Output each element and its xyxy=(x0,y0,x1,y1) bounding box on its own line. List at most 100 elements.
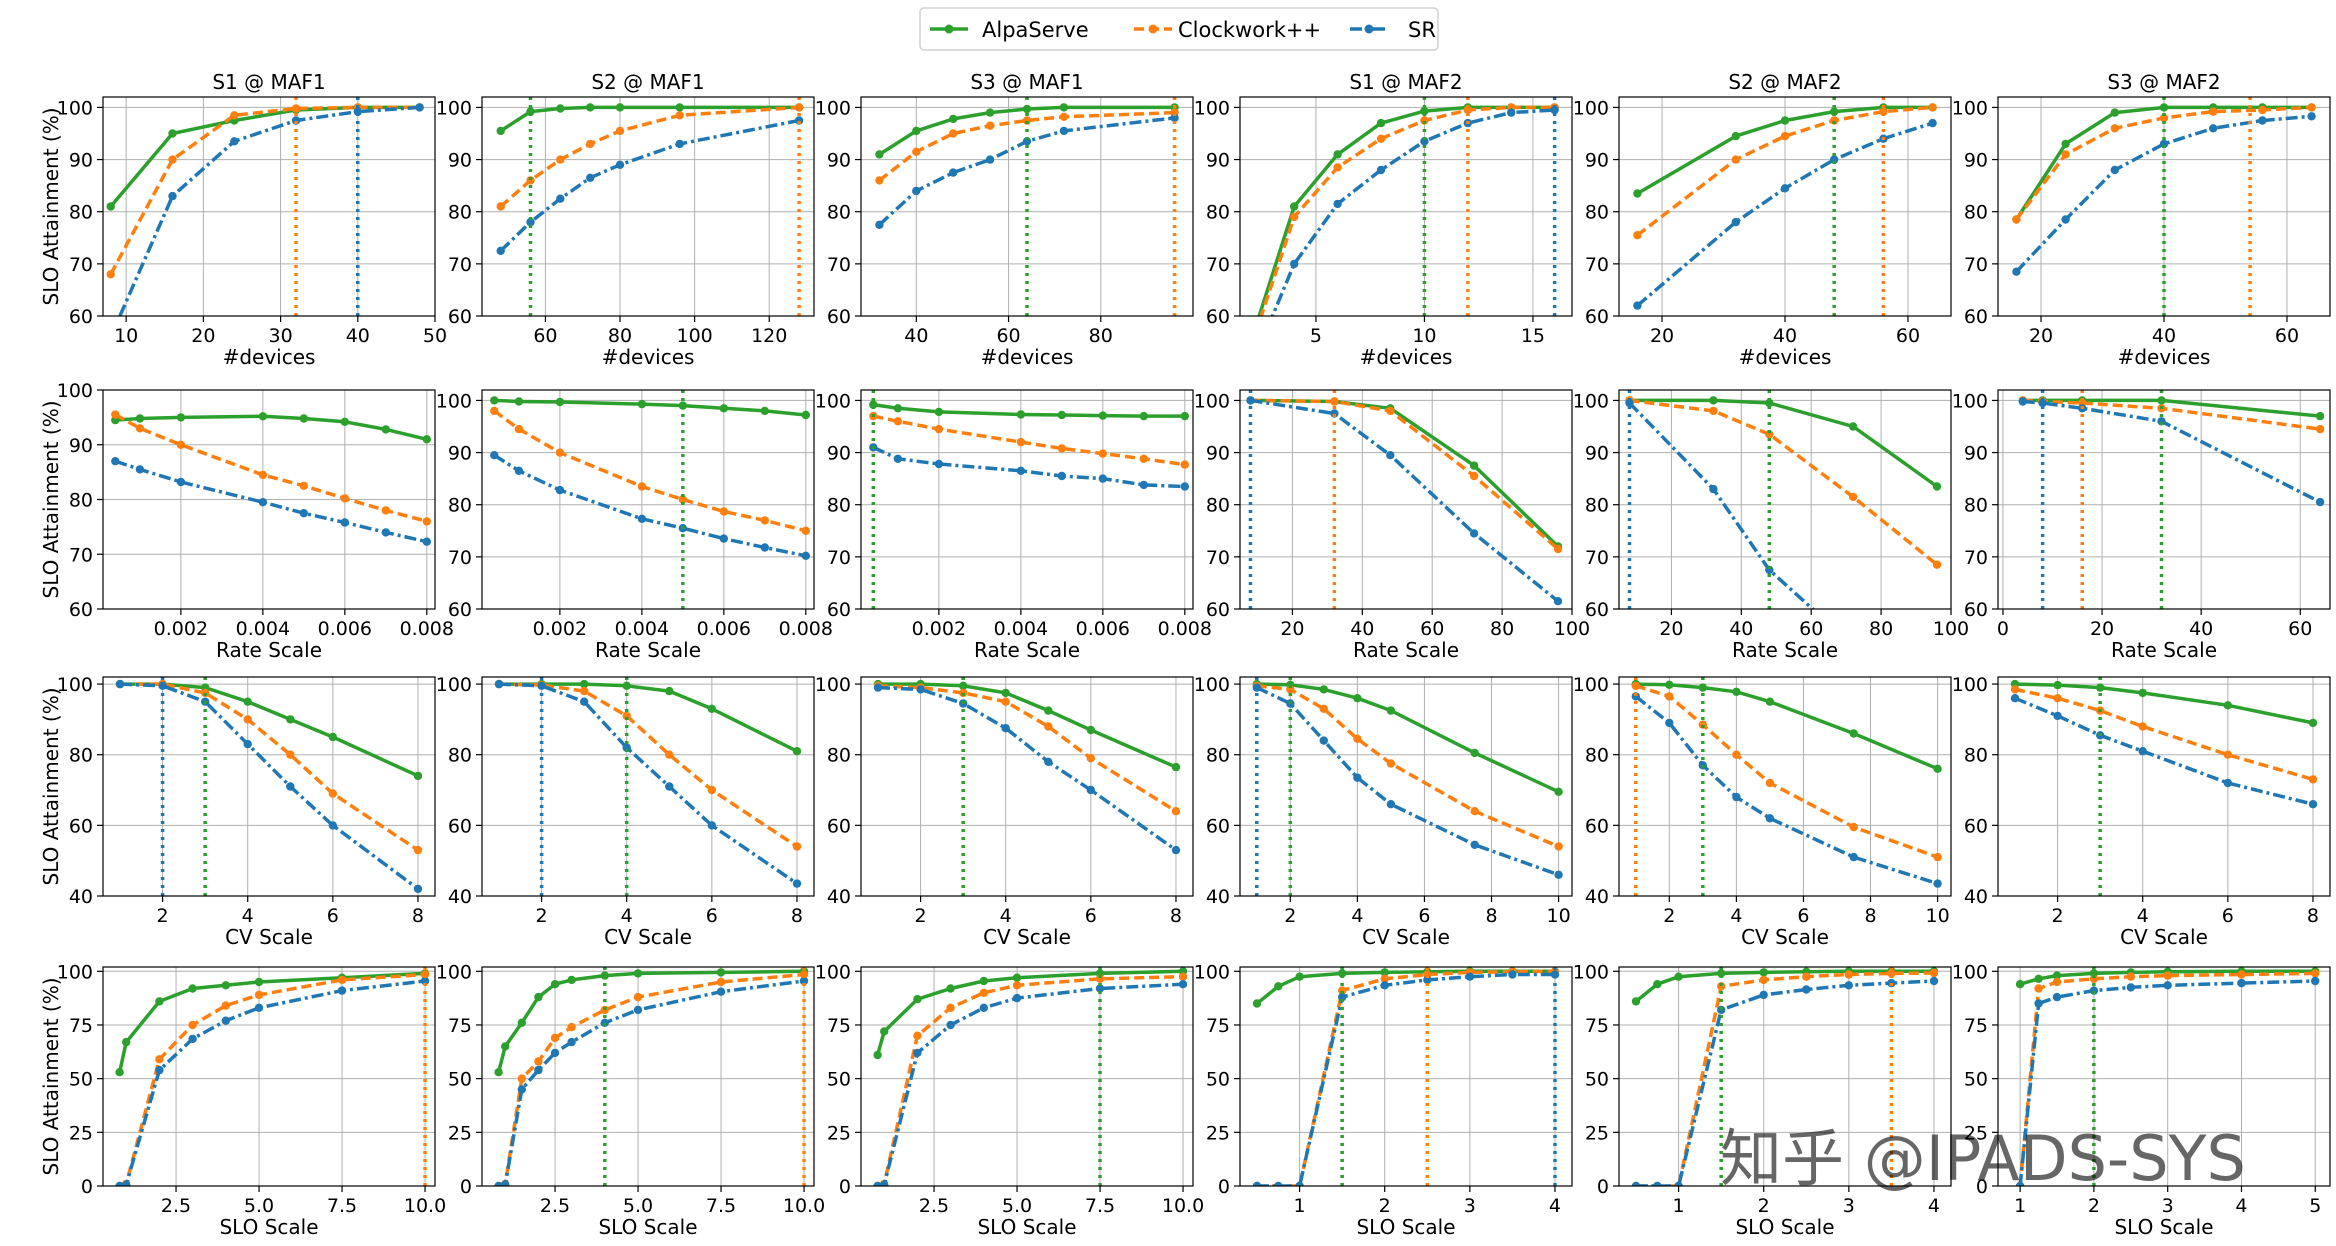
series-line-sr xyxy=(119,682,420,891)
x-tick-label: 10 xyxy=(1925,905,1949,927)
chart-panel-1-3: 40 60 80 60 70 80 90 100 S3 @ MAF1 #devices xyxy=(815,70,1194,369)
x-tick-label: 7.5 xyxy=(1085,1195,1115,1217)
x-tick-label: 30 xyxy=(268,325,292,347)
data-point-sr xyxy=(1290,259,1299,269)
series-line-alpaserve xyxy=(1635,682,1939,771)
data-point-clockwork xyxy=(799,970,809,979)
axes-frame xyxy=(1239,389,1573,610)
data-point-clockwork xyxy=(1376,134,1386,143)
data-point-clockwork xyxy=(2012,215,2021,224)
data-point-alpaserve xyxy=(580,679,589,689)
x-tick-label: 8 xyxy=(791,905,803,927)
x-tick-label: 0.002 xyxy=(533,618,587,640)
y-tick-label: 40 xyxy=(1206,886,1230,908)
data-point-alpaserve xyxy=(258,412,268,421)
x-tick-label: 4 xyxy=(1351,905,1363,927)
series-line-clockwork xyxy=(498,972,805,1186)
data-point-sr xyxy=(1057,471,1067,481)
x-axis-label: Rate Scale xyxy=(974,638,1080,662)
data-point-clockwork xyxy=(1180,460,1190,469)
y-tick-label: 40 xyxy=(448,886,472,908)
chart-panel-4-4: 1 2 3 4 0 25 50 75 100 SLO Scale xyxy=(1194,961,1573,1239)
data-point-alpaserve xyxy=(381,425,390,434)
x-axis-label: #devices xyxy=(1360,345,1453,369)
data-point-alpaserve xyxy=(1674,972,1683,981)
data-point-alpaserve xyxy=(135,414,145,423)
data-point-sr xyxy=(115,1181,124,1186)
x-tick-label: 8 xyxy=(2307,905,2319,927)
data-point-sr xyxy=(913,1048,922,1058)
data-point-sr xyxy=(1674,1181,1683,1186)
data-point-clockwork xyxy=(201,688,210,698)
chart-panel-1-4: 5 10 15 60 70 80 90 100 S1 @ MAF2 #devices xyxy=(1194,70,1573,369)
x-tick-label: 20 xyxy=(2029,325,2053,347)
y-tick-label: 0 xyxy=(839,1176,851,1198)
data-point-alpaserve xyxy=(2308,718,2318,728)
x-tick-label: 6 xyxy=(706,905,718,927)
x-axis-label: CV Scale xyxy=(983,925,1071,949)
series-line-clockwork xyxy=(1256,684,1560,849)
y-tick-label: 80 xyxy=(1206,202,1230,224)
data-point-sr xyxy=(1631,1181,1641,1186)
y-tick-label: 100 xyxy=(1952,390,1988,412)
data-point-sr xyxy=(615,160,625,169)
plot-area xyxy=(873,967,1188,1186)
data-point-sr xyxy=(1765,814,1775,823)
data-point-sr xyxy=(2018,397,2028,406)
series-line-sr xyxy=(498,682,798,886)
data-point-clockwork xyxy=(286,750,295,759)
data-point-sr xyxy=(1802,985,1811,994)
x-axis-label: Rate Scale xyxy=(216,638,322,662)
y-tick-label: 80 xyxy=(69,745,93,767)
data-point-alpaserve xyxy=(496,126,505,136)
chart-panel-4-1: 2.5 5.0 7.5 10.0 0 25 50 75 100 SLO Scale SLO Atta… xyxy=(39,961,446,1239)
x-tick-label: 60 xyxy=(1896,325,1920,347)
data-point-clockwork xyxy=(2163,971,2172,980)
y-tick-label: 100 xyxy=(815,390,851,412)
data-point-sr xyxy=(1386,800,1396,809)
axes-frame xyxy=(102,966,436,1187)
chart-title: S1 @ MAF2 xyxy=(1349,70,1462,94)
data-point-alpaserve xyxy=(893,404,903,413)
x-tick-label: 10 xyxy=(1546,905,1570,927)
y-tick-label: 100 xyxy=(815,97,851,119)
data-point-alpaserve xyxy=(1830,107,1839,116)
series-line-clockwork xyxy=(877,974,1184,1186)
data-point-alpaserve xyxy=(501,1042,510,1051)
chart-panel-1-6: 20 40 60 60 70 80 90 100 S3 @ MAF2 #devices xyxy=(1952,70,2331,369)
data-point-clockwork xyxy=(1848,492,1858,502)
y-tick-label: 75 xyxy=(1585,1015,1609,1037)
y-tick-label: 60 xyxy=(827,599,851,621)
series-line-sr xyxy=(498,979,805,1186)
data-point-sr xyxy=(534,1065,543,1075)
data-point-sr xyxy=(1171,845,1181,855)
data-point-sr xyxy=(1554,870,1563,879)
x-tick-label: 20 xyxy=(1280,618,1304,640)
data-point-clockwork xyxy=(1887,969,1896,978)
data-point-clockwork xyxy=(622,711,631,721)
data-point-alpaserve xyxy=(1044,706,1053,715)
data-point-sr xyxy=(555,485,565,495)
y-axis-label: SLO Attainment (%) xyxy=(39,688,63,886)
data-point-alpaserve xyxy=(328,732,337,742)
y-tick-label: 100 xyxy=(436,390,472,412)
data-point-alpaserve xyxy=(1633,189,1642,198)
data-point-sr xyxy=(665,782,674,791)
series-line-alpaserve xyxy=(875,969,1184,1056)
y-tick-label: 90 xyxy=(69,435,93,457)
data-point-sr xyxy=(353,107,362,116)
x-tick-label: 6 xyxy=(1797,905,1809,927)
data-point-alpaserve xyxy=(517,1018,526,1027)
series-line-sr xyxy=(119,979,426,1186)
series-line-alpaserve xyxy=(496,969,805,1073)
x-tick-label: 2 xyxy=(2088,1195,2100,1217)
y-tick-label: 100 xyxy=(57,961,93,983)
x-tick-label: 2 xyxy=(1379,1195,1391,1217)
x-tick-label: 0 xyxy=(1997,618,2009,640)
plot-area xyxy=(111,410,431,546)
x-tick-label: 6 xyxy=(327,905,339,927)
data-point-clockwork xyxy=(1554,842,1563,851)
data-point-alpaserve xyxy=(912,126,921,136)
data-point-clockwork xyxy=(188,1020,197,1030)
data-point-clockwork xyxy=(254,990,264,1000)
